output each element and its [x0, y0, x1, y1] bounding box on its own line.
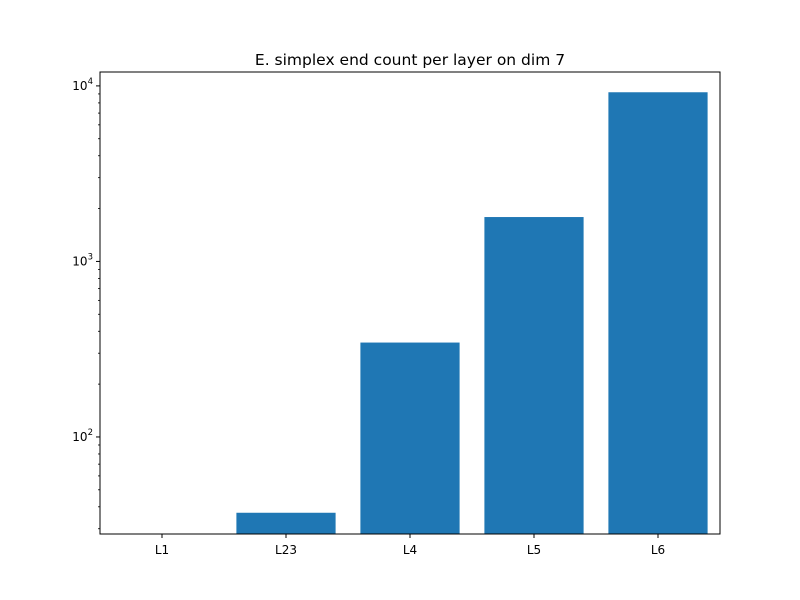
y-tick-exponent: 2	[88, 428, 93, 438]
y-tick-label: 102	[72, 428, 93, 444]
y-tick-base: 10	[72, 254, 87, 268]
x-tick-label: L23	[275, 543, 297, 557]
bars-group	[236, 92, 708, 534]
y-tick-label: 103	[72, 252, 93, 268]
plot-frame	[99, 71, 721, 535]
chart-title: E. simplex end count per layer on dim 7	[255, 51, 565, 69]
y-tick-exponent: 4	[88, 77, 93, 87]
bar-l6	[608, 92, 708, 534]
y-tick-base: 10	[72, 430, 87, 444]
x-tick-label: L1	[155, 543, 169, 557]
bar-l23	[236, 512, 336, 534]
y-tick-exponent: 3	[88, 252, 93, 262]
x-axis-ticks: L1 L23 L4 L5 L6	[155, 534, 665, 557]
y-tick-label: 104	[72, 77, 93, 93]
y-tick-base: 10	[72, 79, 87, 93]
x-tick-label: L4	[403, 543, 417, 557]
x-tick-label: L6	[651, 543, 665, 557]
x-tick-label: L5	[527, 543, 541, 557]
bar-l4	[360, 342, 460, 534]
bar-l5	[484, 217, 584, 534]
